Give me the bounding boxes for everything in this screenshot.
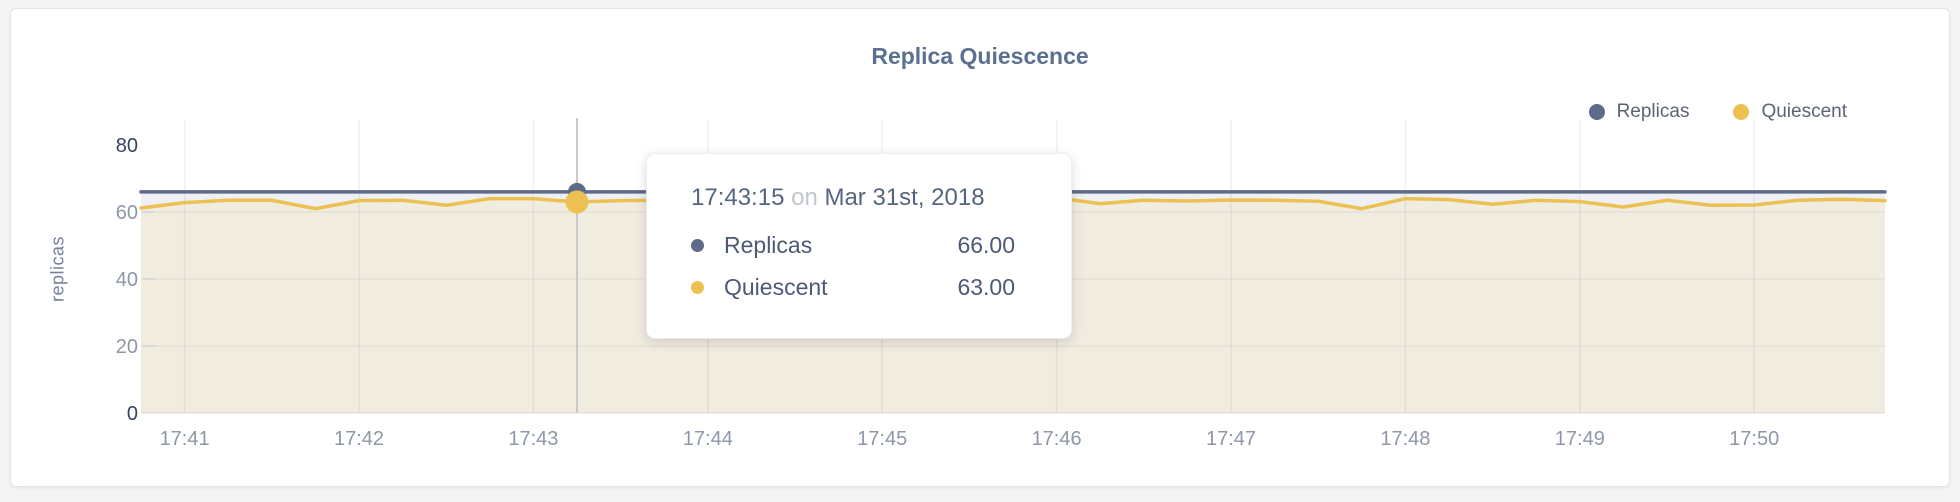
x-axis-tick-label: 17:43 [508,428,558,450]
y-axis-tick-label: 0 [127,403,138,425]
legend-item-replicas[interactable]: Replicas [1588,101,1690,123]
tooltip-header: 17:43:15 on Mar 31st, 2018 [691,184,1031,212]
legend-item-quiescent[interactable]: Quiescent [1733,101,1847,123]
replicas-dot [691,239,704,252]
y-axis-tick-label: 80 [116,135,138,157]
x-axis-tick-label: 17:44 [683,428,733,450]
x-axis-tick-label: 17:45 [857,428,907,450]
legend-label-quiescent: Quiescent [1761,101,1847,122]
replicas-series-dot [1588,104,1605,120]
y-axis-tick-label: 40 [116,269,138,291]
legend-label-replicas: Replicas [1616,101,1690,122]
x-axis-tick-label: 17:48 [1380,428,1430,450]
tooltip-row-quiescent: Quiescent 63.00 [647,270,1071,305]
tooltip-label-replicas: Replicas [724,232,813,258]
hover-point-quiescent[interactable] [565,190,589,214]
x-axis-tick-label: 17:49 [1555,428,1605,450]
y-axis-tick-label: 60 [116,202,138,224]
hover-tooltip: 17:43:15 on Mar 31st, 2018 Replicas 66.0… [646,153,1072,339]
tooltip-label-quiescent: Quiescent [724,274,828,300]
chart-legend: Replicas Quiescent [1588,101,1847,123]
quiescent-dot [691,281,704,294]
tooltip-value-replicas: 66.00 [957,232,1015,258]
y-axis-tick-label: 20 [116,336,138,358]
x-axis-tick-label: 17:41 [160,428,210,450]
tooltip-date: Mar 31st, 2018 [824,184,985,211]
x-axis-tick-label: 17:42 [334,428,384,450]
x-axis-tick-label: 17:47 [1206,428,1256,450]
chart-title: Replica Quiescence [871,43,1089,69]
tooltip-time: 17:43:15 [691,184,785,211]
y-axis-title: replicas [47,235,68,303]
tooltip-row-replicas: Replicas 66.00 [647,228,1071,263]
tooltip-value-quiescent: 63.00 [957,274,1015,300]
x-axis-tick-label: 17:50 [1729,428,1779,450]
quiescent-series-dot [1733,104,1750,120]
x-axis-tick-label: 17:46 [1032,428,1082,450]
tooltip-conjunction: on [791,184,818,211]
